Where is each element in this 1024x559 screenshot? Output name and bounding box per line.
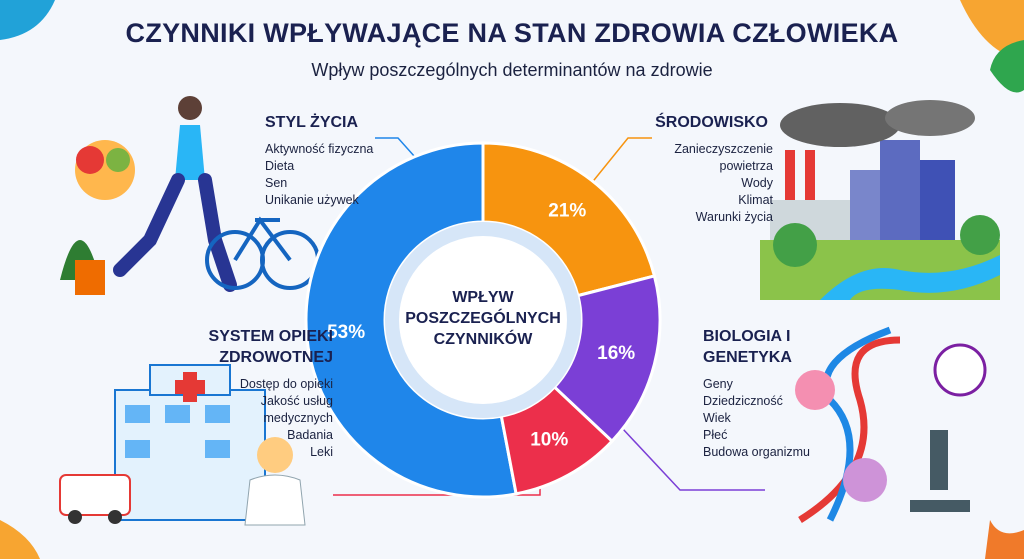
category-item: Sen — [265, 176, 288, 190]
category-item: Wody — [741, 176, 773, 190]
category-item: Unikanie używek — [265, 193, 359, 207]
category-heading: STYL ŻYCIA — [265, 114, 359, 131]
title: CZYNNIKI WPŁYWAJĄCE NA STAN ZDROWIA CZŁO… — [125, 18, 899, 48]
category-item: Zanieczyszczenie powietrza — [674, 142, 773, 173]
category-item: Płeć — [703, 428, 728, 442]
category-item: Dostęp do opieki — [239, 377, 333, 391]
category-item: Aktywność fizyczna — [265, 142, 374, 156]
category-heading: ŚRODOWISKO — [655, 114, 768, 131]
category-item: Jakość usług medycznych — [260, 394, 333, 425]
subtitle: Wpływ poszczególnych determinantów na zd… — [311, 60, 713, 80]
category-item: Badania — [287, 428, 333, 442]
value-label: 16% — [597, 343, 635, 364]
donut-hole — [399, 236, 567, 404]
category-item: Dziedziczność — [703, 394, 783, 408]
category-heading: SYSTEM OPIEKI ZDROWOTNEJ — [208, 328, 333, 366]
value-label: 53% — [327, 322, 365, 343]
category-heading: BIOLOGIA I GENETYKA — [703, 328, 792, 366]
category-item: Geny — [703, 377, 733, 391]
center-label: WPŁYW POSZCZEGÓLNYCH CZYNNIKÓW — [405, 289, 561, 348]
category-item: Leki — [310, 445, 333, 459]
category-item: Klimat — [738, 193, 773, 207]
value-label: 10% — [530, 430, 568, 451]
category-item: Warunki życia — [695, 210, 773, 224]
value-label: 21% — [548, 200, 586, 221]
category-item: Dieta — [265, 159, 295, 173]
category-item: Budowa organizmu — [703, 445, 811, 459]
category-item: Wiek — [703, 411, 731, 425]
